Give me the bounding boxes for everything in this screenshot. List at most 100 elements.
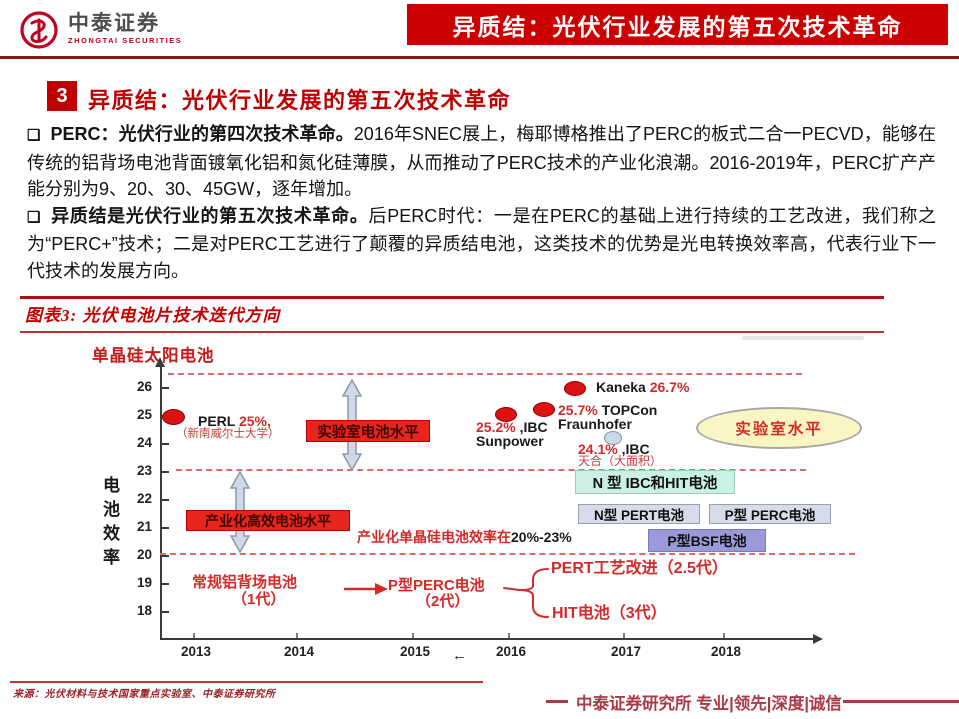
y-tick-mark <box>162 387 169 389</box>
level-20-dashed-line <box>160 553 855 555</box>
text-segment: ,IBC <box>617 441 650 457</box>
y-axis-line <box>160 366 162 639</box>
company-logo: 中泰证券 ZHONGTAI SECURITIES <box>18 8 182 52</box>
back-arrow-glyph: ← <box>452 648 467 664</box>
bullet-square-icon: ❑ <box>27 208 41 226</box>
text-segment: 20%-23% <box>511 529 572 545</box>
logo-name-cn: 中泰证券 <box>68 12 160 35</box>
figure-caption: 图表3: 光伏电池片技术迭代方向 <box>25 306 281 325</box>
x-tick-mark <box>296 633 298 638</box>
x-tick-mark <box>193 633 195 638</box>
paragraph: ❑ 异质结是光伏行业的第五次技术革命。后PERC时代：一是在PERC的基础上进行持… <box>27 203 936 285</box>
x-tick-label: 2018 <box>710 644 742 659</box>
sunpower-label2: Sunpower <box>476 434 544 449</box>
text-segment: （1代） <box>232 591 286 608</box>
y-tick-mark <box>162 499 169 501</box>
text-segment: 2016年SNEC展上，梅耶博格推出了PERC的板式二合一PECVD，能够在传统… <box>27 124 936 199</box>
lab-cell-level-box: 实验室电池水平 <box>306 420 430 442</box>
y-tick-mark <box>162 611 169 613</box>
y-tick-label: 19 <box>136 575 152 590</box>
y-tick-label: 23 <box>136 463 152 478</box>
text-segment: 25%, <box>238 413 271 429</box>
gen1-label: 常规铝背场电池 <box>192 575 297 591</box>
figure-rule-top <box>20 296 884 299</box>
figure-rule-bottom <box>20 331 884 333</box>
text-segment: （2代） <box>416 593 470 610</box>
lab-level-oval: 实验室水平 <box>696 407 862 449</box>
text-segment: 25.7% <box>558 402 598 418</box>
text-segment: P型PERC电池 <box>388 577 485 594</box>
text-segment: Sunpower <box>476 433 544 449</box>
y-tick-label: 18 <box>136 603 152 618</box>
text-segment: PERT工艺改进（2.5代） <box>551 560 728 577</box>
technology-roadmap-chart: 单晶硅太阳电池 电池效率 26 25 24 23 22 21 20 19 18 2013 2014… <box>0 336 959 676</box>
gen2-label2: （2代） <box>416 594 469 610</box>
paragraph: ❑ PERC：光伏行业的第四次技术革命。2016年SNEC展上，梅耶博格推出了PE… <box>27 121 936 203</box>
level-23-dashed-line <box>176 469 806 471</box>
footer-dash-left <box>546 700 568 703</box>
text-segment: Fraunhofer <box>558 416 632 432</box>
y-tick-label: 21 <box>136 519 152 534</box>
text-segment: （新南威尔士大学） <box>176 428 280 440</box>
unsw-label: （新南威尔士大学） <box>176 428 280 440</box>
x-tick-label: 2013 <box>180 644 212 659</box>
industrial-level-box: 产业化高效电池水平 <box>186 510 350 531</box>
hit-gen3-label: HIT电池（3代） <box>552 605 667 623</box>
y-axis-arrowhead <box>155 357 165 367</box>
x-tick-label: 2014 <box>283 644 315 659</box>
trina-label: 24.1% ,IBC <box>578 442 650 457</box>
x-axis-arrowhead <box>813 634 823 644</box>
text-segment: HIT电池（3代） <box>552 605 667 622</box>
x-tick-mark <box>508 633 510 638</box>
text-segment: TOPCon <box>597 402 658 418</box>
lab-upper-dashed-line <box>168 373 802 375</box>
text-segment: 异质结是光伏行业的第五次技术革命。 <box>50 205 369 226</box>
source-note: 来源：光伏材料与技术国家重点实验室、中泰证券研究所 <box>13 689 276 700</box>
p-bsf-box: P型BSF电池 <box>648 529 766 552</box>
generation-bracket <box>503 568 549 618</box>
chart-title: 单晶硅太阳电池 <box>92 347 215 365</box>
text-segment: PERC：光伏行业的第四次技术革命。 <box>50 124 354 144</box>
x-tick-label: 2016 <box>495 644 527 659</box>
text-segment: Kaneka <box>596 379 650 395</box>
page-title-banner: 异质结：光伏行业发展的第五次技术革命 <box>407 4 948 45</box>
x-tick-mark <box>723 633 725 638</box>
footer-dash-right <box>843 700 959 703</box>
text-segment: 后PERC时代：一是在PERC的基础上进行持续的工艺改进，我们称之为“PERC+… <box>27 205 936 281</box>
y-tick-mark <box>162 471 169 473</box>
x-tick-label: 2015 <box>399 644 431 659</box>
pert-gen25-label: PERT工艺改进（2.5代） <box>551 560 728 578</box>
body-paragraphs: ❑ PERC：光伏行业的第四次技术革命。2016年SNEC展上，梅耶博格推出了PE… <box>27 121 936 284</box>
footer-brand: 中泰证券研究所 专业|领先|深度|诚信 <box>576 695 842 713</box>
kaneka-label: Kaneka 26.7% <box>596 380 689 395</box>
header-divider <box>0 56 959 59</box>
text-segment: 26.7% <box>649 379 690 395</box>
y-tick-mark <box>162 527 169 529</box>
n-pert-box: N型 PERT电池 <box>578 504 700 524</box>
x-tick-mark <box>623 633 625 638</box>
gen1-to-gen2-arrowhead <box>375 583 388 595</box>
y-tick-mark <box>162 443 169 445</box>
text-segment: ← <box>452 647 467 664</box>
text-segment: ,IBC <box>515 419 548 435</box>
y-tick-label: 26 <box>136 379 152 394</box>
gen1-label2: （1代） <box>232 592 285 608</box>
text-segment: 常规铝背场电池 <box>192 574 298 591</box>
topcon-label: 25.7% TOPCon <box>558 403 657 418</box>
section-title: 异质结：光伏行业发展的第五次技术革命 <box>88 88 512 113</box>
zhongtai-logo-icon <box>20 11 58 49</box>
x-axis-line <box>160 638 815 640</box>
n-ibc-hit-box: N 型 IBC和HIT电池 <box>575 470 735 494</box>
y-tick-label: 22 <box>136 491 152 506</box>
sunpower-label: 25.2% ,IBC <box>476 420 548 435</box>
y-axis-title: 电池效率 <box>100 476 119 572</box>
lab-level-oval-label: 实验室水平 <box>735 421 823 438</box>
perl-dot <box>161 409 185 425</box>
y-tick-mark <box>162 583 169 585</box>
faint-watermark <box>742 336 864 340</box>
x-tick-label: 2017 <box>610 644 642 659</box>
gen2-label: P型PERC电池 <box>388 578 485 594</box>
text-segment: 天合（大面积） <box>578 454 663 468</box>
y-tick-label: 25 <box>136 407 152 422</box>
